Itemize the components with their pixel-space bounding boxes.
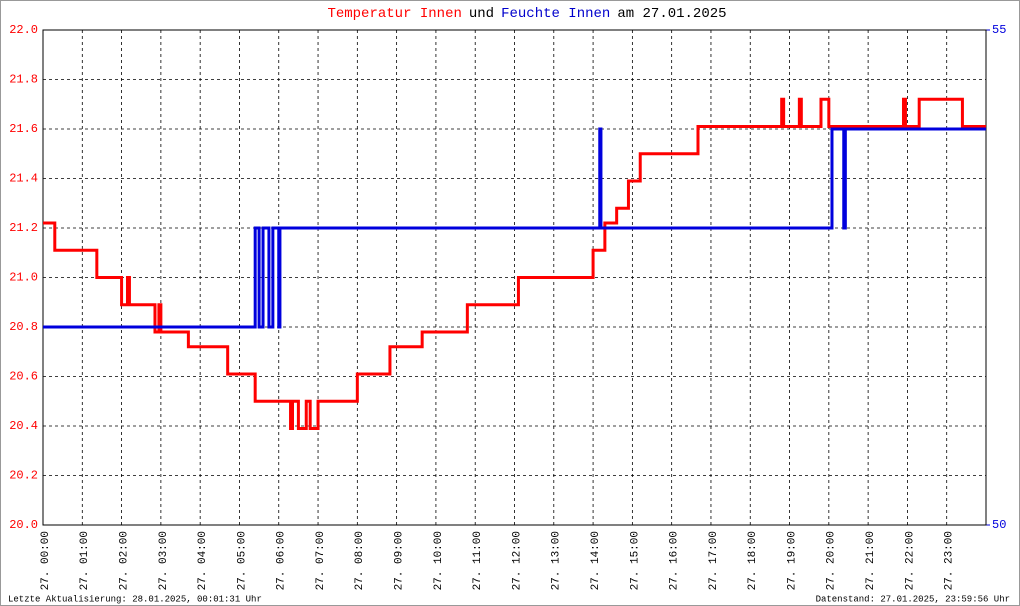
- x-tick-label: 27. 13:00: [551, 531, 563, 590]
- x-tick-label: 27. 19:00: [786, 531, 798, 590]
- x-tick-label: 27. 20:00: [826, 531, 838, 590]
- series-line: [43, 127, 986, 329]
- x-tick-label: 27. 14:00: [590, 531, 602, 590]
- x-tick-label: 27. 11:00: [472, 531, 484, 590]
- x-tick-label: 27. 17:00: [708, 531, 720, 590]
- x-tick-label: 27. 21:00: [865, 531, 877, 590]
- x-tick-label: 27. 09:00: [394, 531, 406, 590]
- plot-border: [42, 29, 987, 526]
- chart-title: Temperatur Innen und Feuchte Innen am 27.01…: [327, 6, 726, 22]
- y2-tick-label: 55: [992, 23, 1006, 37]
- title-part: Feuchte Innen: [501, 6, 610, 22]
- x-tick-label: 27. 05:00: [236, 531, 248, 590]
- title-part: und: [469, 6, 494, 22]
- x-tick-label: 27. 12:00: [511, 531, 523, 590]
- y-tick-label: 21.2: [9, 221, 38, 235]
- y-tick-label: 21.8: [9, 73, 38, 87]
- y-tick-label: 20.4: [9, 419, 38, 433]
- x-tick-label: 27. 23:00: [944, 531, 956, 590]
- x-tick-label: 27. 07:00: [315, 531, 327, 590]
- x-tick-label: 27. 15:00: [629, 531, 641, 590]
- x-tick-label: 27. 02:00: [118, 531, 130, 590]
- y-tick-label: 21.0: [9, 271, 38, 285]
- footer-right: Datenstand: 27.01.2025, 23:59:56 Uhr: [816, 594, 1010, 604]
- y-tick-label: 20.0: [9, 518, 38, 532]
- y-tick-label: 20.2: [9, 469, 38, 483]
- y-tick-label: 21.4: [9, 172, 38, 186]
- x-tick-label: 27. 03:00: [158, 531, 170, 590]
- y-tick-label: 22.0: [9, 23, 38, 37]
- x-tick-label: 27. 08:00: [354, 531, 366, 590]
- y2-tick-label: 50: [992, 518, 1006, 532]
- footer-left: Letzte Aktualisierung: 28.01.2025, 00:01…: [8, 594, 262, 604]
- x-tick-label: 27. 06:00: [276, 531, 288, 590]
- y-tick-label: 20.8: [9, 320, 38, 334]
- x-tick-label: 27. 01:00: [79, 531, 91, 590]
- title-part: am 27.01.2025: [617, 6, 726, 22]
- x-tick-label: 27. 16:00: [669, 531, 681, 590]
- x-tick-label: 27. 22:00: [904, 531, 916, 590]
- y-tick-label: 21.6: [9, 122, 38, 136]
- y-tick-label: 20.6: [9, 370, 38, 384]
- series-line: [43, 97, 986, 430]
- title-part: Temperatur Innen: [327, 6, 461, 22]
- x-tick-label: 27. 04:00: [197, 531, 209, 590]
- x-tick-label: 27. 10:00: [433, 531, 445, 590]
- x-tick-label: 27. 00:00: [40, 531, 52, 590]
- x-tick-label: 27. 18:00: [747, 531, 759, 590]
